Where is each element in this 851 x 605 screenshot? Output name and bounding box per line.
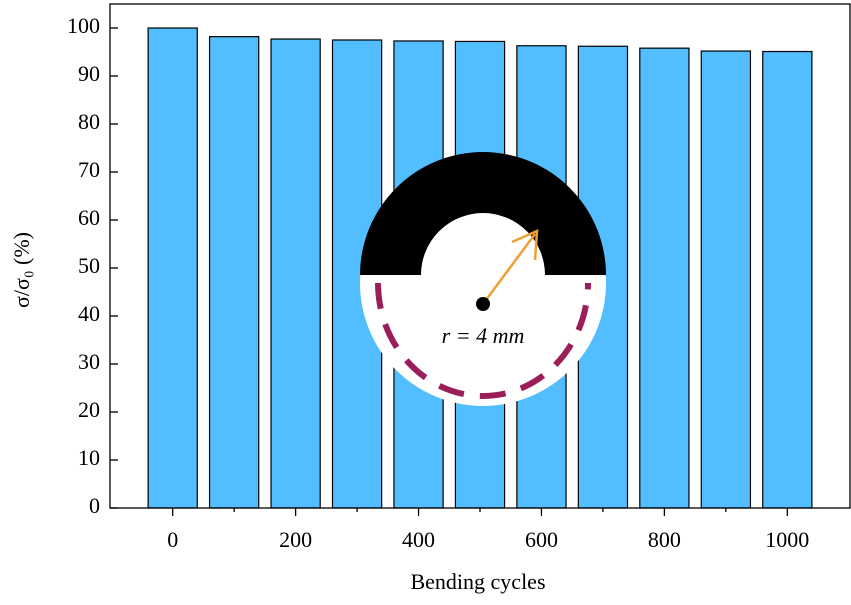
y-tick-label: 10 <box>78 445 100 470</box>
y-tick-label: 100 <box>67 13 100 38</box>
inset-arrowhead <box>511 229 539 261</box>
y-tick-label: 70 <box>78 157 100 182</box>
y-tick-label: 90 <box>78 61 100 86</box>
x-tick-label: 600 <box>525 527 558 552</box>
inset-dashed-arc <box>375 282 591 399</box>
y-tick-label: 30 <box>78 349 100 374</box>
bar <box>639 47 690 509</box>
bar <box>147 27 198 509</box>
annotation: r = 4 mm <box>442 323 525 348</box>
x-tick-label: 400 <box>402 527 435 552</box>
y-tick-label: 60 <box>78 205 100 230</box>
y-axis-label: σ/σ₀ (%) <box>9 232 34 308</box>
x-tick-label: 200 <box>279 527 312 552</box>
inset-band <box>360 152 606 275</box>
x-axis-label: Bending cycles <box>410 569 545 594</box>
bar <box>270 38 321 509</box>
inset: r = 4 mm <box>360 152 606 406</box>
bars <box>147 27 813 509</box>
y-tick-label: 40 <box>78 301 100 326</box>
inset-arrow <box>481 233 537 305</box>
y-tick-label: 20 <box>78 397 100 422</box>
x-tick-label: 800 <box>648 527 681 552</box>
y-tick-label: 50 <box>78 253 100 278</box>
bar <box>700 50 752 509</box>
x-tick-label: 0 <box>167 527 178 552</box>
bar <box>208 36 260 509</box>
bar <box>762 50 813 509</box>
y-tick-label: 0 <box>89 493 100 518</box>
x-tick-label: 1000 <box>765 527 809 552</box>
inset-dot <box>476 297 490 311</box>
y-tick-label: 80 <box>78 109 100 134</box>
